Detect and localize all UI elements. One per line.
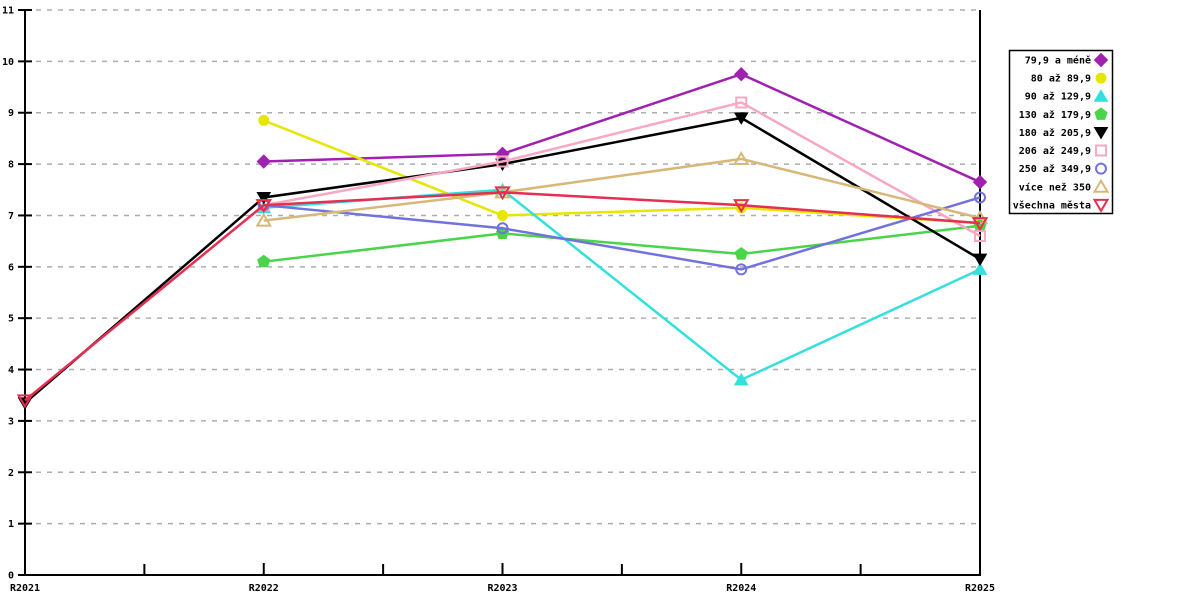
series-1-line: [263, 119, 981, 225]
series-1-marker: [258, 114, 270, 126]
series-3-line: [263, 224, 981, 263]
y-tick-label: 1: [8, 519, 14, 530]
series-2-marker: [972, 262, 988, 275]
x-tick-label: R2023: [487, 583, 517, 594]
y-tick-label: 0: [8, 571, 14, 582]
legend-marker-icon: [1095, 72, 1107, 84]
legend-marker-icon: [1093, 52, 1109, 68]
series-7-marker: [732, 150, 750, 165]
legend-label: více než 350: [1019, 181, 1091, 193]
legend-label: všechna města: [1013, 199, 1091, 211]
series-5-marker: [496, 155, 509, 168]
series-4-marker: [733, 112, 749, 125]
x-tick-label: R2022: [249, 583, 279, 594]
x-tick-label: R2025: [965, 583, 995, 594]
series-6-marker: [496, 222, 509, 235]
series-0-marker: [734, 66, 749, 82]
x-tick-label: R2021: [10, 583, 40, 594]
series-4-marker: [972, 253, 988, 267]
series-3-marker: [734, 247, 748, 260]
legend-box: [1008, 49, 1114, 215]
series-4-marker: [256, 191, 272, 205]
y-tick-label: 11: [2, 6, 14, 17]
y-tick-label: 10: [2, 57, 14, 68]
series-5-line: [263, 101, 981, 238]
legend-label: 79,9 a méně: [1025, 55, 1091, 67]
series-0-line: [263, 72, 981, 184]
legend-marker-icon: [1095, 144, 1107, 157]
series-8-marker: [255, 199, 273, 214]
legend-marker-icon: [1095, 162, 1107, 175]
series-8-line: [24, 191, 981, 402]
series-8-marker: [494, 186, 511, 201]
legend-marker-icon: [1092, 178, 1110, 193]
legend-marker-icon: [1093, 89, 1109, 102]
series-7-line: [263, 157, 981, 222]
legend-marker-icon: [1094, 107, 1108, 120]
series-5-marker: [974, 230, 986, 242]
legend-label: 90 až 129,9: [1025, 91, 1091, 103]
y-tick-label: 9: [8, 108, 14, 119]
series-8-marker: [16, 394, 34, 409]
y-tick-label: 4: [8, 365, 14, 376]
series-2-marker: [733, 372, 749, 386]
series-6-marker: [974, 191, 986, 204]
series-7-marker: [255, 212, 273, 227]
series-6-marker: [735, 263, 748, 276]
series-0-marker: [972, 174, 988, 190]
legend-label: 80 až 89,9: [1031, 73, 1091, 85]
y-tick-label: 5: [8, 314, 14, 325]
legend-marker-icon: [1092, 198, 1110, 213]
x-tick-label: R2024: [726, 583, 756, 594]
legend-label: 180 až 205,9: [1019, 127, 1091, 139]
series-3-marker: [257, 254, 271, 268]
series-1-marker: [497, 209, 508, 221]
series-8-marker: [971, 217, 989, 232]
legend-label: 130 až 179,9: [1019, 109, 1091, 121]
y-tick-label: 2: [8, 468, 14, 479]
series-6-line: [263, 196, 981, 271]
series-0-marker: [256, 154, 271, 169]
y-tick-label: 7: [8, 211, 14, 222]
legend-label: 250 až 349,9: [1019, 163, 1091, 175]
legend-marker-icon: [1093, 126, 1109, 140]
y-tick-label: 3: [8, 416, 14, 427]
y-tick-label: 6: [8, 262, 14, 273]
series-2-line: [263, 188, 981, 382]
series-5-marker: [735, 96, 748, 109]
y-tick-label: 8: [8, 160, 14, 171]
legend-label: 206 až 249,9: [1019, 145, 1091, 157]
series-8-marker: [732, 199, 750, 214]
